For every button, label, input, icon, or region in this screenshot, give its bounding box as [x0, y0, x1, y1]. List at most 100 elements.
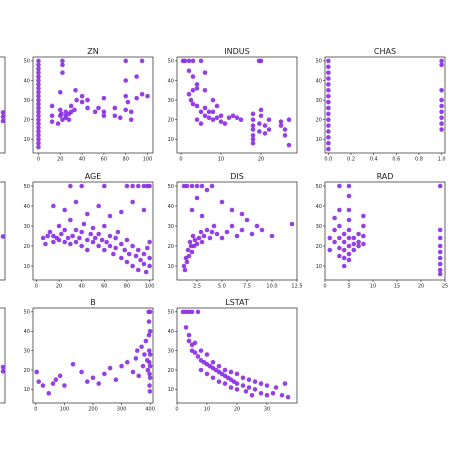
data-point — [107, 365, 113, 371]
data-point — [326, 76, 331, 81]
data-point — [326, 82, 331, 87]
subplot-title: RAD — [377, 172, 394, 181]
y-tick-label: 10 — [24, 387, 30, 393]
data-point — [74, 97, 79, 103]
data-point — [107, 233, 113, 239]
data-point — [190, 101, 196, 107]
data-point — [337, 183, 342, 189]
data-point — [257, 129, 262, 134]
data-point — [119, 255, 124, 261]
data-point — [246, 385, 252, 390]
y-tick-label: 30 — [316, 224, 322, 230]
y-tick-label: 10 — [168, 387, 174, 393]
data-point — [351, 235, 357, 241]
data-point — [140, 363, 146, 369]
data-point — [184, 259, 190, 265]
x-tick-label: 20 — [418, 284, 424, 290]
data-point — [51, 203, 56, 209]
data-point — [356, 239, 361, 245]
data-point — [282, 381, 288, 386]
data-point — [101, 109, 107, 115]
data-point — [194, 195, 200, 201]
data-point — [186, 338, 192, 344]
data-point — [53, 377, 59, 383]
data-point — [326, 64, 331, 70]
data-point — [437, 235, 443, 241]
data-point — [184, 183, 190, 189]
data-point — [68, 103, 74, 109]
data-point — [141, 183, 147, 189]
data-point — [57, 107, 63, 113]
data-point — [239, 211, 245, 217]
data-point — [147, 328, 153, 334]
data-point — [92, 109, 98, 115]
data-point — [361, 233, 366, 239]
data-point — [361, 241, 366, 247]
y-tick-label: 40 — [24, 78, 30, 84]
data-point — [204, 352, 210, 357]
data-point — [36, 144, 41, 150]
data-point — [147, 263, 152, 269]
data-point — [228, 369, 234, 375]
data-point — [254, 223, 260, 229]
data-point — [240, 383, 246, 388]
data-point — [146, 319, 152, 324]
data-point — [214, 231, 220, 237]
data-point — [85, 237, 90, 243]
data-point — [332, 215, 337, 221]
data-point — [258, 107, 264, 113]
data-point — [146, 348, 152, 353]
data-point — [437, 267, 443, 273]
data-point — [332, 239, 337, 245]
y-tick-label: 10 — [316, 264, 322, 270]
data-point — [189, 249, 195, 255]
x-tick-label: 400 — [145, 407, 155, 413]
data-point — [130, 183, 135, 189]
data-point — [0, 114, 6, 120]
data-point — [337, 245, 342, 251]
data-point — [326, 111, 331, 117]
y-tick-label: 50 — [168, 184, 174, 190]
data-point — [439, 121, 444, 126]
data-point — [85, 97, 90, 103]
data-point — [264, 383, 270, 388]
data-point — [204, 371, 210, 377]
x-tick-label: 1.0 — [438, 157, 446, 163]
data-point — [128, 109, 134, 115]
subplot-title: B — [90, 298, 96, 307]
data-point — [72, 107, 77, 113]
data-point — [351, 247, 357, 253]
data-point — [135, 183, 141, 189]
data-point — [194, 86, 200, 91]
data-point — [119, 241, 124, 247]
data-point — [139, 58, 145, 64]
data-point — [85, 105, 90, 111]
data-point — [187, 239, 193, 245]
data-point — [36, 74, 41, 79]
data-point — [60, 58, 65, 64]
axes-frame — [176, 56, 298, 154]
data-point — [190, 233, 196, 239]
y-tick-label: 40 — [168, 78, 174, 84]
data-point — [56, 237, 62, 243]
x-tick-label: 0 — [175, 407, 178, 413]
axes-frame — [324, 181, 446, 281]
y-tick-label: 30 — [168, 224, 174, 230]
data-point — [219, 199, 225, 205]
data-point — [73, 227, 79, 233]
data-point — [351, 241, 357, 247]
data-point — [43, 241, 48, 247]
data-point — [56, 223, 62, 229]
data-point — [36, 136, 41, 142]
data-point — [264, 392, 270, 398]
x-tick-label: 10 — [370, 284, 376, 290]
data-point — [36, 93, 41, 99]
data-point — [182, 58, 188, 64]
data-point — [123, 93, 129, 99]
data-point — [0, 110, 6, 115]
data-point — [135, 267, 141, 273]
y-tick-label: 40 — [168, 204, 174, 210]
data-point — [439, 127, 444, 132]
data-point — [202, 88, 208, 93]
data-point — [286, 117, 292, 122]
